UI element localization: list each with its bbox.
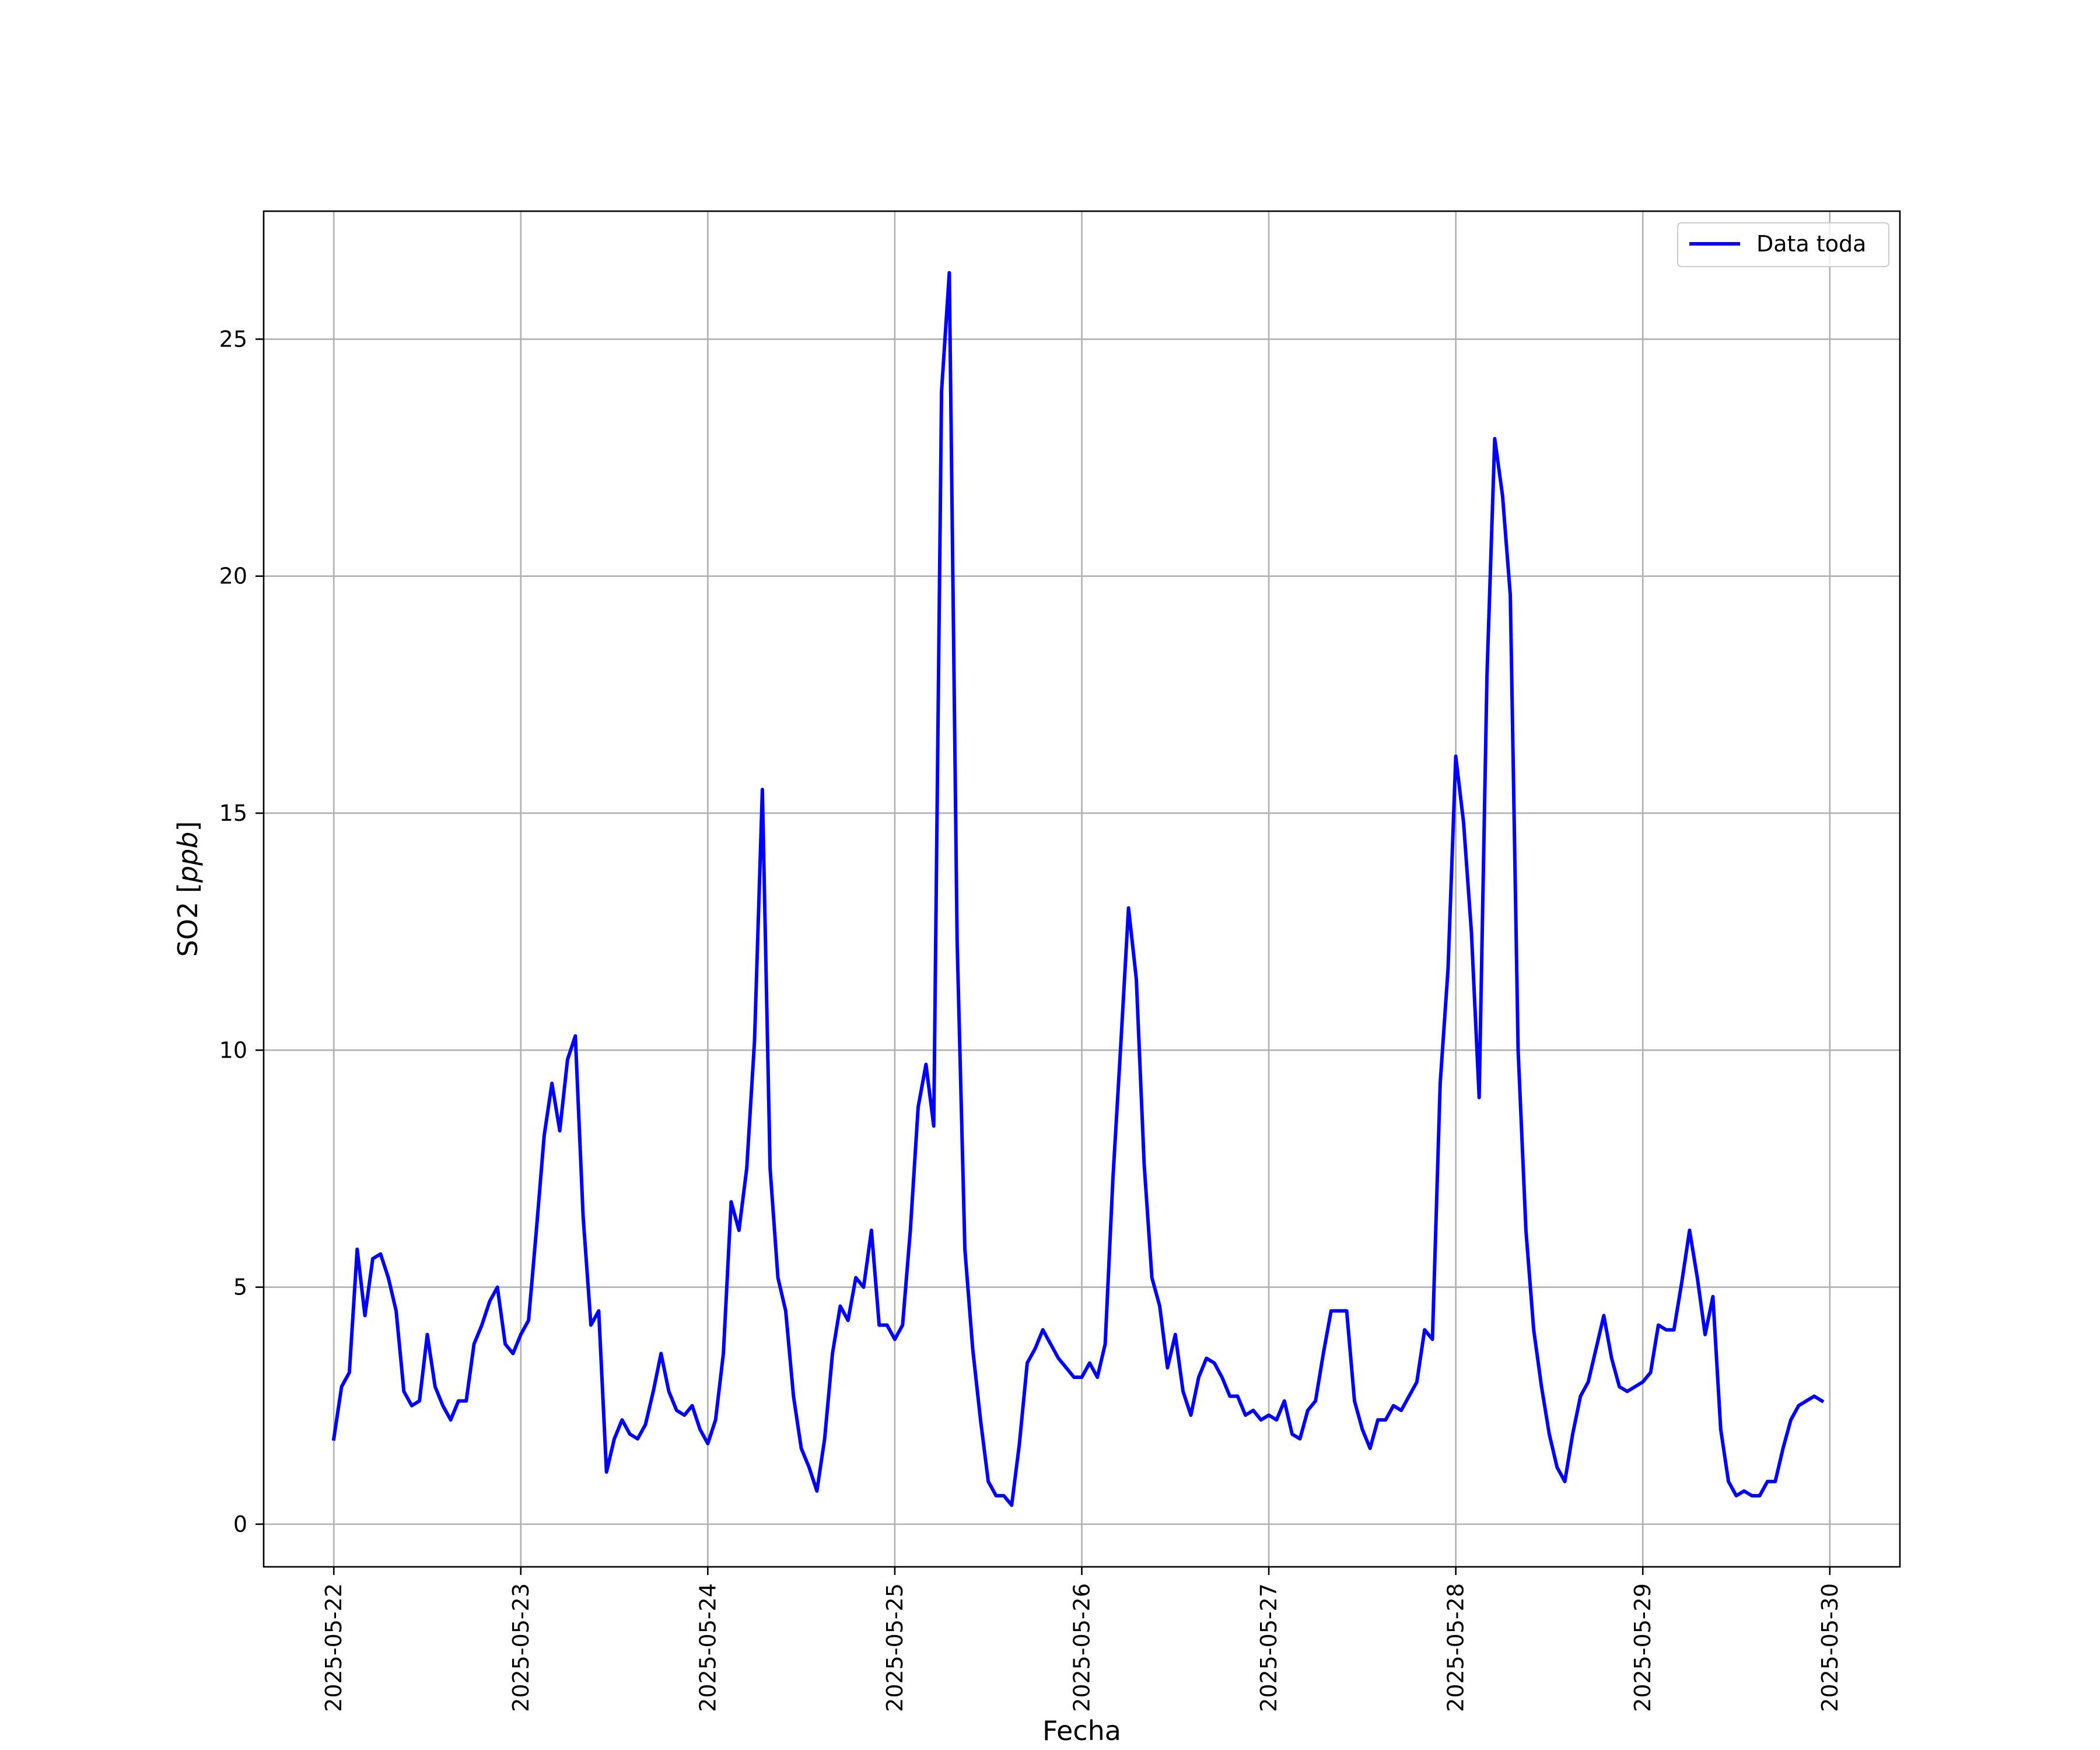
x-axis-title: Fecha [1042,1715,1121,1746]
y-tick-label: 10 [219,1037,247,1063]
y-tick-label: 25 [219,326,247,352]
x-tick-label: 2025-05-29 [1630,1583,1656,1712]
x-tick-label: 2025-05-24 [695,1583,720,1712]
x-tick-label: 2025-05-28 [1443,1583,1469,1712]
series-line-0 [331,271,1825,1507]
x-tick-label: 2025-05-27 [1256,1583,1282,1712]
x-tick-label: 2025-05-25 [882,1583,908,1712]
y-axis-title-text: SO2 [ [172,883,204,957]
y-tick-label: 15 [219,800,247,826]
x-tick-label: 2025-05-26 [1069,1583,1095,1712]
y-tick-label: 20 [219,564,247,589]
y-axis-title-bracket: ] [172,821,204,832]
x-tick-label: 2025-05-30 [1817,1583,1843,1712]
x-tick-label: 2025-05-22 [321,1583,346,1712]
x-tick-label: 2025-05-23 [508,1583,534,1712]
y-axis-title-unit: ppb [172,832,204,884]
y-tick-label: 5 [233,1275,247,1300]
x-axis: 2025-05-22 2025-05-23 2025-05-24 2025-05-25… [321,1567,1843,1712]
y-axis: 0 5 10 15 20 25 [219,326,264,1537]
gridlines [264,211,1900,1567]
legend: Data toda [1677,222,1889,267]
y-tick-label: 0 [233,1511,247,1537]
y-axis-title: SO2 [ppb] [172,821,204,957]
series-layer [331,271,1825,1507]
legend-box [1677,222,1889,267]
legend-label: Data toda [1756,231,1866,257]
